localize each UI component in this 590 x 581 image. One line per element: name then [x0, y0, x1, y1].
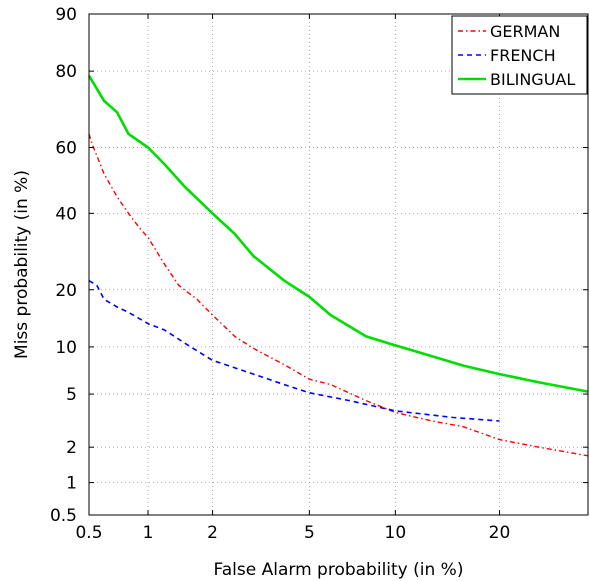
series-lines [87, 75, 589, 457]
series-line-german [88, 133, 589, 457]
y-tick-label: 0.5 [50, 506, 77, 526]
x-tick-label: 5 [304, 523, 315, 543]
x-axis-label: False Alarm probability (in %) [214, 560, 464, 580]
legend: GERMAN FRENCH BILINGUAL [451, 15, 588, 95]
y-tick-label: 80 [55, 62, 77, 82]
y-tick-label: 60 [55, 139, 77, 159]
plot-area-frame [88, 13, 589, 516]
x-tick-label: 1 [143, 523, 154, 543]
y-tick-label: 10 [55, 338, 77, 358]
y-tick-label: 90 [55, 5, 77, 25]
legend-label-german: GERMAN [490, 22, 560, 41]
x-tick-label: 0.5 [75, 523, 102, 543]
series-line-french [88, 280, 500, 422]
legend-box [451, 15, 588, 95]
legend-label-french: FRENCH [490, 46, 556, 65]
series-line-bilingual [87, 75, 589, 393]
y-tick-label: 20 [55, 281, 77, 301]
y-tick-label: 2 [66, 438, 77, 458]
x-tick-label: 2 [207, 523, 218, 543]
y-tick-label: 1 [66, 474, 77, 494]
axis-ticks: 0.5 1 2 5 10 20 0.5 1 2 5 10 20 40 60 80 90 [50, 5, 588, 543]
y-tick-label: 5 [66, 385, 77, 405]
x-tick-label: 20 [489, 523, 511, 543]
legend-label-bilingual: BILINGUAL [490, 70, 575, 89]
y-axis-label: Miss probability (in %) [12, 170, 32, 359]
x-tick-label: 10 [385, 523, 407, 543]
y-tick-label: 40 [55, 204, 77, 224]
